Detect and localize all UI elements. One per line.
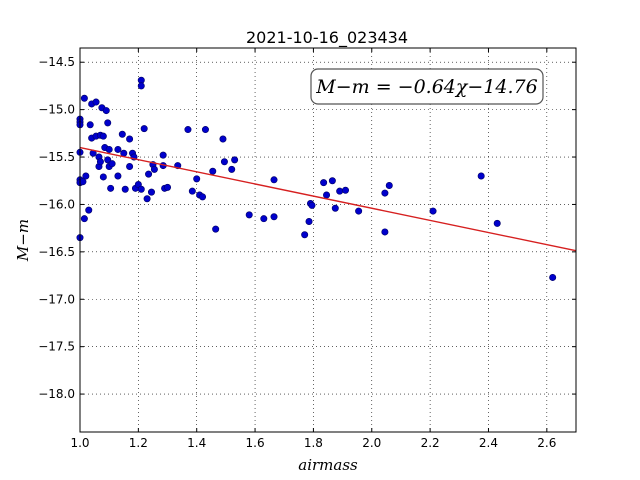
data-point: [270, 176, 278, 184]
data-point: [219, 135, 227, 143]
data-point: [104, 156, 112, 164]
data-point: [245, 211, 253, 219]
y-tick-label: −15.5: [38, 150, 75, 164]
data-point: [549, 273, 557, 281]
equation-frame: [310, 68, 544, 105]
y-tick-label: −17.5: [38, 340, 75, 354]
data-point: [102, 107, 110, 115]
data-point: [342, 186, 350, 194]
data-point: [320, 179, 328, 187]
data-point: [99, 173, 107, 181]
data-point: [188, 187, 196, 195]
y-tick-label: −17.0: [38, 292, 75, 306]
data-point: [82, 172, 90, 180]
chart-title: 2021-10-16_023434: [246, 28, 408, 48]
y-tick-label: −16.0: [38, 197, 75, 211]
data-point: [147, 188, 155, 196]
data-point: [429, 207, 437, 215]
x-tick-label: 1.2: [129, 436, 148, 450]
data-point: [80, 94, 88, 102]
y-axis-label: M−m: [14, 219, 32, 262]
x-tick-label: 2.2: [421, 436, 440, 450]
data-point: [331, 204, 339, 212]
data-point: [137, 185, 145, 193]
data-point: [336, 187, 344, 195]
data-point: [143, 195, 151, 203]
fit-equation: M−m = −0.64χ−14.76: [315, 76, 537, 98]
data-point: [80, 215, 88, 223]
data-point: [121, 185, 129, 193]
data-point: [114, 172, 122, 180]
data-point: [212, 225, 220, 233]
fit-line: [79, 146, 577, 252]
data-point: [305, 218, 313, 226]
data-point: [477, 172, 485, 180]
data-point: [114, 145, 122, 153]
data-point: [92, 98, 100, 106]
data-point: [355, 207, 363, 215]
data-point: [126, 135, 134, 143]
grid-lines: [79, 48, 576, 432]
plot-frame: [79, 47, 577, 433]
data-point: [301, 231, 309, 239]
x-tick-label: 2.0: [362, 436, 381, 450]
data-point: [99, 132, 107, 140]
data-point: [85, 206, 93, 214]
data-point: [79, 178, 87, 186]
data-point: [328, 177, 336, 185]
data-point: [260, 215, 268, 223]
data-point: [107, 184, 115, 192]
data-point: [270, 213, 278, 221]
data-point: [137, 82, 145, 90]
data-point: [193, 175, 201, 183]
data-point: [108, 160, 116, 168]
axis-ticks: 1.0 1.2 1.4 1.6 1.8 2.0 2.2 2.4 2.6 −14.5 −15.0 −15…: [38, 48, 576, 450]
fit-equation-box: M−m = −0.64χ−14.76: [310, 68, 544, 105]
data-point: [201, 126, 209, 134]
data-point: [145, 170, 153, 178]
x-tick-label: 1.6: [246, 436, 265, 450]
data-point: [381, 228, 389, 236]
data-point: [199, 193, 207, 201]
x-tick-label: 1.0: [70, 436, 89, 450]
x-tick-label: 1.8: [304, 436, 323, 450]
y-tick-label: −18.0: [38, 387, 75, 401]
data-point: [381, 189, 389, 197]
data-point: [209, 167, 217, 175]
data-point: [86, 121, 94, 129]
data-point: [308, 201, 316, 209]
data-point: [105, 145, 113, 153]
data-point: [140, 125, 148, 133]
data-point: [493, 219, 501, 227]
data-point: [184, 126, 192, 134]
y-tick-label: −15.0: [38, 103, 75, 117]
x-tick-label: 2.4: [479, 436, 498, 450]
data-point: [164, 183, 172, 191]
x-tick-label: 1.4: [187, 436, 206, 450]
x-tick-label: 2.6: [537, 436, 556, 450]
y-tick-label: −14.5: [38, 55, 75, 69]
data-point: [228, 165, 236, 173]
data-point: [385, 181, 393, 189]
data-point: [231, 156, 239, 164]
data-point: [150, 165, 158, 173]
data-point: [159, 151, 167, 159]
data-point: [104, 119, 112, 127]
data-point: [96, 158, 104, 166]
data-point: [118, 130, 126, 138]
x-axis-label: airmass: [298, 456, 358, 474]
y-tick-label: −16.5: [38, 245, 75, 259]
data-point: [220, 158, 228, 166]
plot-area: [76, 76, 577, 281]
data-point: [323, 191, 331, 199]
data-point: [126, 163, 134, 171]
